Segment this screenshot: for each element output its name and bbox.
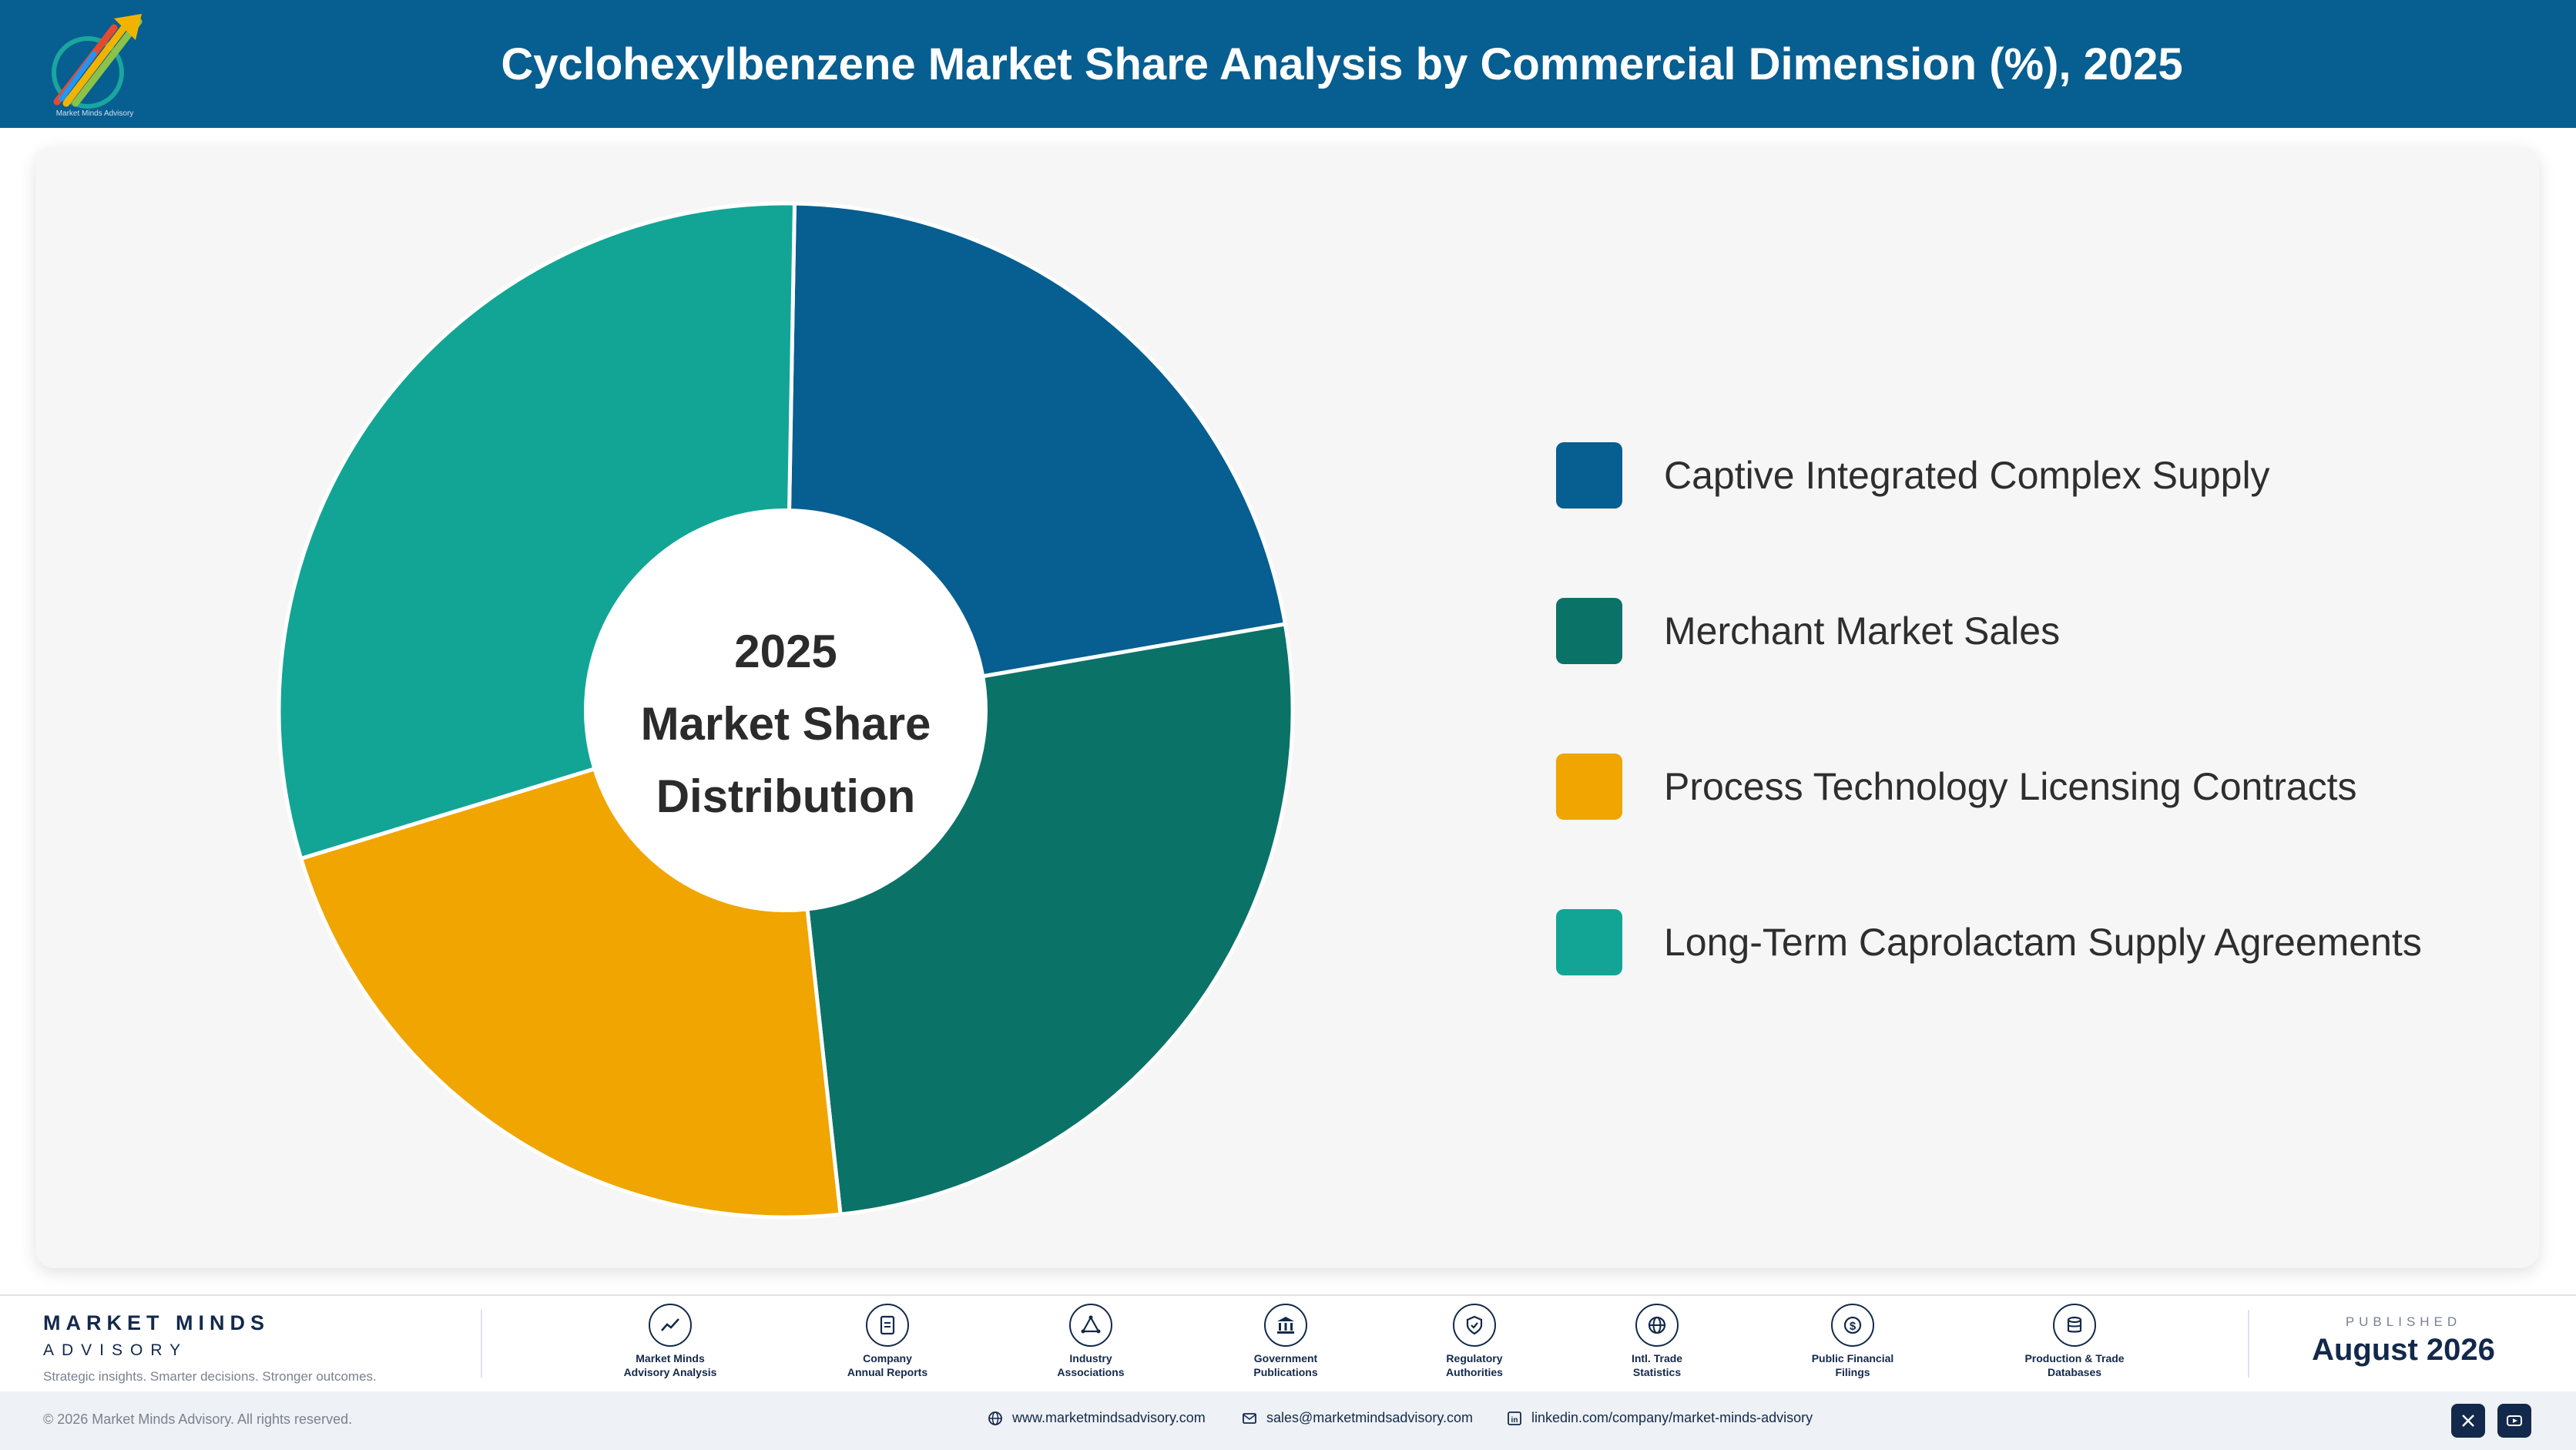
website-text: www.marketmindsadvisory.com (1012, 1410, 1206, 1425)
source-label: Production & Trade Databases (2024, 1352, 2125, 1378)
divider (2248, 1310, 2249, 1378)
x-twitter-button[interactable] (2451, 1404, 2485, 1438)
database-icon (2053, 1304, 2096, 1347)
source-list: Market Minds Advisory Analysis Company A… (0, 1304, 2576, 1388)
center-label-line-1: Market Share (640, 698, 931, 750)
youtube-icon (2507, 1415, 2522, 1426)
legend-item: Captive Integrated Complex Supply (1556, 442, 2422, 509)
source-label: Market Minds Advisory Analysis (623, 1352, 717, 1378)
brand-tagline: Strategic insights. Smarter decisions. S… (43, 1369, 377, 1384)
legend-item: Long-Term Caprolactam Supply Agreements (1556, 909, 2422, 975)
brand-block: MARKET MINDS ADVISORY Strategic insights… (43, 1311, 377, 1385)
network-icon (1069, 1304, 1112, 1347)
trend-chart-icon (649, 1304, 692, 1347)
source-label: Company Annual Reports (847, 1352, 928, 1378)
footer-contact-bar: © 2026 Market Minds Advisory. All rights… (0, 1391, 2576, 1450)
source-label: Industry Associations (1057, 1352, 1125, 1378)
linkedin-icon: in (1508, 1411, 1521, 1425)
government-building-icon (1264, 1304, 1307, 1347)
document-icon (866, 1304, 909, 1347)
page-title: Cyclohexylbenzene Market Share Analysis … (501, 39, 2183, 89)
center-label-year: 2025 (734, 626, 837, 677)
source-label: Regulatory Authorities (1446, 1352, 1503, 1378)
published-date: August 2026 (2312, 1333, 2495, 1367)
source-label: Intl. Trade Statistics (1631, 1352, 1683, 1378)
shield-check-icon (1453, 1304, 1496, 1347)
x-twitter-icon (2462, 1415, 2474, 1427)
logo-text: Market Minds Advisory (56, 109, 134, 118)
footer-sources-bar: MARKET MINDS ADVISORY Strategic insights… (0, 1294, 2576, 1390)
youtube-button[interactable] (2497, 1404, 2531, 1438)
email-link[interactable]: sales@marketmindsadvisory.com (1242, 1410, 1473, 1426)
legend-swatch (1556, 442, 1622, 509)
legend-swatch (1556, 754, 1622, 820)
globe-icon (988, 1411, 1002, 1425)
published-label: PUBLISHED (2345, 1314, 2462, 1329)
legend-label: Merchant Market Sales (1664, 609, 2061, 653)
svg-text:in: in (1511, 1416, 1518, 1425)
published-block: PUBLISHED August 2026 (2303, 1314, 2504, 1368)
legend-item: Merchant Market Sales (1556, 598, 2422, 664)
source-item: Government Publications (1201, 1304, 1370, 1379)
source-item: Market Minds Advisory Analysis (585, 1304, 755, 1379)
globe-icon (1635, 1304, 1679, 1347)
legend-swatch (1556, 598, 1622, 664)
legend-swatch (1556, 909, 1622, 975)
legend-label: Captive Integrated Complex Supply (1664, 454, 2270, 497)
header-bar: Market Minds Advisory Cyclohexylbenzene … (0, 0, 2576, 128)
source-item: $ Public Financial Filings (1768, 1304, 1937, 1379)
source-item: Regulatory Authorities (1390, 1304, 1559, 1379)
brand-name: MARKET MINDS (43, 1311, 270, 1334)
source-item: Industry Associations (1006, 1304, 1176, 1379)
source-item: Company Annual Reports (803, 1304, 972, 1379)
svg-text:$: $ (1850, 1320, 1857, 1333)
rising-arrows-logo-icon: Market Minds Advisory (52, 14, 143, 118)
dollar-coin-icon: $ (1831, 1304, 1874, 1347)
mail-icon (1243, 1412, 1256, 1424)
donut-hole (584, 509, 988, 912)
donut-chart (279, 203, 1293, 1217)
copyright-text: © 2026 Market Minds Advisory. All rights… (43, 1411, 353, 1427)
brand-subtitle: ADVISORY (43, 1341, 189, 1359)
website-link[interactable]: www.marketmindsadvisory.com (988, 1410, 1206, 1426)
linkedin-text: linkedin.com/company/market-minds-adviso… (1531, 1410, 1813, 1425)
email-text: sales@marketmindsadvisory.com (1266, 1410, 1474, 1425)
donut-center-label: 2025 Market Share Distribution (585, 609, 986, 840)
linkedin-link[interactable]: in linkedin.com/company/market-minds-adv… (1507, 1410, 1813, 1426)
legend-item: Process Technology Licensing Contracts (1556, 754, 2422, 820)
divider (481, 1310, 482, 1378)
source-label: Public Financial Filings (1811, 1352, 1894, 1378)
center-label-line-2: Distribution (656, 770, 916, 822)
chart-legend: Captive Integrated Complex Supply Mercha… (1556, 442, 2422, 1065)
legend-label: Long-Term Caprolactam Supply Agreements (1664, 921, 2422, 964)
legend-label: Process Technology Licensing Contracts (1664, 765, 2357, 808)
source-item: Intl. Trade Statistics (1572, 1304, 1742, 1379)
source-item: Production & Trade Databases (1990, 1304, 2159, 1379)
source-label: Government Publications (1253, 1352, 1318, 1378)
